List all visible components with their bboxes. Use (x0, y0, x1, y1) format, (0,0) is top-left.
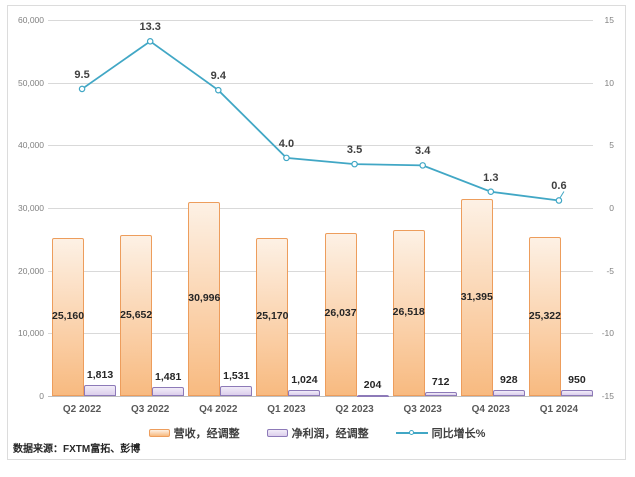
x-axis-label: Q3 2023 (403, 404, 442, 415)
legend-item-revenue: 营收，经调整 (148, 425, 240, 441)
x-axis-label: Q1 2023 (267, 404, 306, 415)
y-axis-right-tick-label: 0 (609, 203, 614, 213)
revenue-bar (528, 237, 561, 396)
legend-label-profit: 净利润，经调整 (291, 427, 369, 440)
gridline (48, 208, 593, 209)
profit-bar (560, 390, 593, 396)
growth-legend-swatch (395, 428, 428, 437)
x-axis-label: Q4 2023 (471, 404, 510, 415)
y-axis-right-tick-label: -10 (601, 328, 614, 339)
profit-bar (220, 386, 253, 396)
revenue-bar-label: 25,652 (120, 308, 153, 321)
source-note: 数据来源：FXTM富拓、彭博 (13, 444, 141, 455)
revenue-bar (52, 238, 85, 396)
revenue-bar (256, 238, 289, 396)
y-axis-left-tick-label: 60,000 (18, 15, 44, 25)
gridline (48, 270, 593, 272)
profit-bar-label: 928 (500, 374, 518, 387)
x-axis-label: Q2 2022 (62, 404, 102, 415)
y-axis-right-tick-label: 5 (609, 140, 614, 151)
x-axis-label: Q3 2022 (131, 404, 170, 415)
profit-bar (492, 390, 525, 396)
gridline (48, 82, 593, 84)
y-axis-right-tick-label: 15 (604, 15, 614, 25)
revenue-bar (120, 235, 153, 396)
y-axis-left-tick-label: 40,000 (18, 140, 44, 151)
y-axis-left-tick-label: 50,000 (18, 77, 44, 88)
legend-label-revenue: 营收，经调整 (173, 427, 240, 440)
revenue-bar (324, 232, 357, 396)
y-axis-left-tick-label: 0 (39, 391, 44, 401)
profit-bar-label: 950 (568, 374, 586, 387)
legend-label-growth: 同比增长% (431, 427, 486, 440)
y-axis-right-tick-label: -15 (601, 391, 614, 401)
y-axis-right-tick-label: -5 (606, 265, 614, 276)
profit-bar-label: 1,481 (155, 370, 182, 383)
profit-bar (288, 389, 321, 396)
x-axis-label: Q2 2023 (335, 404, 374, 415)
profit-bar-label: 1,813 (86, 368, 114, 381)
growth-point-label: 0.6 (551, 180, 567, 193)
profit-bar-label: 712 (431, 375, 450, 388)
revenue-bar-label: 25,170 (256, 310, 289, 323)
revenue-bar-label: 31,395 (460, 290, 493, 303)
profit-bar-label: 204 (363, 378, 382, 391)
profit-bar-label: 1,024 (291, 373, 318, 386)
profit-bar (356, 394, 389, 397)
revenue-bar (460, 199, 493, 396)
profit-bar-label: 1,531 (223, 370, 250, 383)
profit-bar (424, 391, 457, 396)
y-axis-right-tick-label: 10 (604, 77, 614, 88)
y-axis-left-tick-label: 20,000 (18, 265, 44, 276)
gridline (48, 20, 593, 21)
growth-point-label: 4.0 (278, 137, 295, 150)
revenue-bar-label: 25,322 (528, 309, 561, 322)
y-axis-left-tick-label: 10,000 (18, 328, 44, 339)
revenue-bar-label: 26,518 (392, 305, 425, 318)
x-axis-label: Q4 2022 (199, 404, 238, 415)
revenue-bar (392, 229, 425, 396)
y-axis-left-tick-label: 30,000 (18, 203, 44, 213)
growth-point-label: 1.3 (483, 171, 499, 184)
revenue-bar-label: 26,037 (324, 307, 357, 320)
gridline (48, 333, 593, 335)
profit-bar (152, 386, 185, 396)
growth-point-label: 3.5 (346, 144, 363, 157)
gridline (48, 145, 593, 147)
profit-bar (84, 384, 117, 396)
growth-point-label: 9.4 (210, 70, 226, 83)
growth-point-label: 9.5 (74, 68, 90, 81)
x-axis-line (48, 396, 593, 397)
revenue-bar-label: 30,996 (188, 291, 221, 304)
growth-legend-marker (408, 429, 414, 435)
growth-point-label: 3.4 (415, 145, 431, 158)
growth-point-label: 13.3 (139, 21, 161, 34)
legend: 营收，经调整 净利润，经调整 同比增长% (8, 424, 626, 441)
x-axis-label: Q1 2024 (539, 404, 579, 415)
profit-legend-swatch (266, 428, 288, 437)
revenue-legend-swatch (148, 428, 170, 437)
revenue-bar (188, 201, 221, 396)
legend-item-growth: 同比增长% (395, 425, 486, 441)
legend-item-profit: 净利润，经调整 (266, 425, 369, 441)
revenue-bar-label: 25,160 (52, 310, 85, 323)
